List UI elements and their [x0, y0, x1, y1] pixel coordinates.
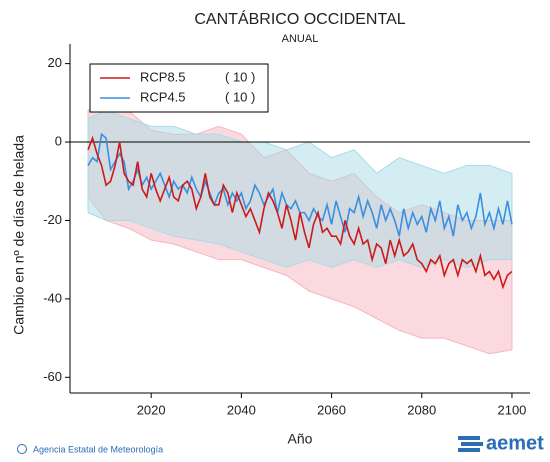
- x-axis-label: Año: [288, 431, 313, 447]
- y-tick-label: 20: [48, 55, 62, 70]
- x-tick-label: 2060: [317, 402, 346, 417]
- legend-label: RCP4.5: [140, 89, 186, 104]
- x-tick-label: 2100: [497, 402, 526, 417]
- y-axis-label: Cambio en nº de días de helada: [11, 135, 27, 335]
- legend-count: ( 10 ): [225, 69, 255, 84]
- y-tick-label: -20: [43, 212, 62, 227]
- y-tick-label: -60: [43, 369, 62, 384]
- logo-text: aemet: [486, 432, 544, 454]
- legend-box: [89, 63, 269, 113]
- series-line: [87, 135, 513, 290]
- legend-count: ( 10 ): [225, 89, 255, 104]
- chart-subtitle: ANUAL: [282, 33, 319, 45]
- chart-title: CANTÁBRICO OCCIDENTAL: [194, 9, 405, 28]
- x-tick-label: 2040: [227, 402, 256, 417]
- legend-label: RCP8.5: [140, 69, 186, 84]
- copyright-icon: [17, 444, 27, 454]
- logo-icon: [458, 436, 483, 452]
- footer-text: Agencia Estatal de Meteorología: [33, 444, 163, 454]
- y-tick-label: 0: [55, 133, 62, 148]
- x-tick-label: 2080: [407, 402, 436, 417]
- range-band: [87, 110, 513, 269]
- x-tick-label: 2020: [137, 402, 166, 417]
- y-tick-label: -40: [43, 290, 62, 305]
